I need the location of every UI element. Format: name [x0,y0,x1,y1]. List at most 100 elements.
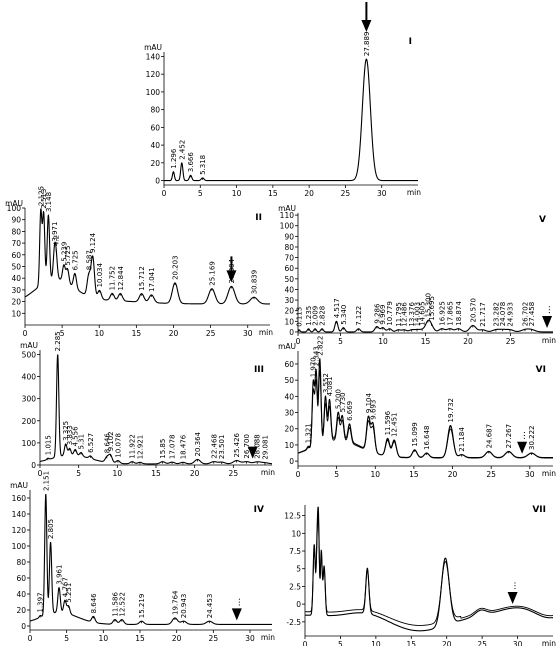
y-tick-label: 40 [284,392,294,401]
peak-label: 30.839 [251,270,259,295]
peak-label: 9.969 [379,305,387,325]
peak-label: 2.343 [313,346,321,366]
peak-label: 20.203 [172,255,180,280]
peak-label: 16.648 [423,426,431,451]
trace-line [163,58,419,182]
x-unit-label: min [542,469,556,478]
peak-label: 3.325 [62,421,70,441]
panel-label: V [539,215,546,225]
y-tick-label: 50 [284,275,294,284]
peak-label: 15.219 [138,594,146,619]
peak-label: 2.452 [178,140,186,160]
y-tick-label: 30 [284,296,294,305]
y-tick-label: 40 [150,141,160,150]
peak-label: 6.669 [346,401,354,421]
peak-label: 17.865 [446,301,454,326]
panel-label: I [409,37,412,47]
x-tick-label: 30 [243,329,253,338]
y-tick-label: 80 [150,106,160,115]
peak-label: 5.318 [199,155,207,175]
x-tick-label: 5 [198,189,203,198]
peak-label: 5.725 [64,246,72,266]
peak-label: 11.586 [112,592,120,617]
x-tick-label: 15 [268,189,278,198]
peak-label: 1.321 [305,423,313,443]
arrow-head [247,446,258,459]
y-tick-label: 200 [22,417,37,426]
panel-label: VI [536,365,546,375]
y-tick-label: 40 [284,285,294,294]
x-tick-label: 0 [38,469,43,478]
arrow-dots: ... [249,436,259,445]
trace-line [24,208,271,305]
peak-label: 3.833 [66,425,74,445]
peak-label: 4.2 [53,235,61,246]
peak-label: 11.752 [109,266,117,291]
y-tick-label: 90 [284,232,294,241]
x-tick-label: 0 [162,189,167,198]
peak-label: 8.646 [90,593,98,614]
peak-label: 4.767 [62,577,70,597]
peak-label: 27.267 [505,424,513,449]
y-tick-label: 60 [16,574,26,583]
peak-label: 20.364 [194,431,202,456]
x-tick-label: 25 [229,469,239,478]
peak-label: 1.296 [170,148,178,169]
y-unit-label: mAU [278,204,296,213]
peak-label: 16.925 [438,301,446,326]
peak-label: 12.486 [401,302,409,327]
trace-line [39,354,273,465]
y-unit-label: mAU [144,43,162,52]
y-tick-label: 10 [291,529,301,538]
panel-label: II [255,213,262,223]
y-tick-label: 70 [284,254,294,263]
y-tick-label: 0 [21,622,26,631]
y-tick-label: 0 [289,328,294,337]
arrow-dots: ... [543,305,553,314]
peak-label: 4.081 [326,376,334,396]
peak-label: 12.921 [136,435,144,460]
peak-label: 5.31 [78,434,86,450]
x-tick-label: 25 [486,470,496,479]
y-unit-label: mAU [278,342,296,351]
peak-label: 14.003 [414,302,422,327]
peak-label: 2.285 [54,331,62,351]
x-tick-label: 25 [477,640,487,646]
peak-label: 12.522 [118,592,126,617]
y-unit-label: mAU [10,481,28,490]
peak-label: 15.695 [428,296,436,321]
peak-label: 24.687 [485,424,493,449]
peak-label: 8.646 [103,433,111,454]
peak-label: 3.971 [51,222,59,242]
x-unit-label: min [259,328,273,337]
x-tick-label: 30 [377,189,387,198]
peak-label: 9.104 [365,393,373,414]
trace-line-secondary [304,516,554,626]
x-tick-label: 25 [209,634,219,643]
peak-label: 6.725 [71,250,79,270]
peak-label: 15.300 [425,293,433,318]
peak-label: 3.552 [322,373,330,393]
peak-label: 17.078 [169,435,177,460]
peak-label: 2.828 [319,306,327,326]
peak-label: 9.102 [107,431,115,451]
y-tick-label: 80 [11,227,21,236]
peak-label: 14.605 [419,301,427,326]
chromatogram-panel-VII: min -2.5 0 2.5 5 7.5 10 12.5 0 5 10 15 20 25 30 VII... [284,505,556,646]
x-tick-label: 5 [338,337,343,346]
peak-label: 2.125 [37,186,45,206]
arrow-head [361,20,372,32]
x-unit-label: min [261,468,275,477]
y-tick-label: 40 [11,274,21,283]
x-tick-label: 20 [190,469,200,478]
x-tick-label: 10 [232,189,242,198]
arrow-dots: ... [509,581,519,590]
peak-label: 27.889 [363,32,371,57]
x-tick-label: 15 [407,640,417,646]
peak-label: 26.702 [522,302,530,327]
peak-label: 5.730 [339,392,347,412]
y-tick-label: 90 [11,216,21,225]
x-tick-label: 5 [60,329,65,338]
